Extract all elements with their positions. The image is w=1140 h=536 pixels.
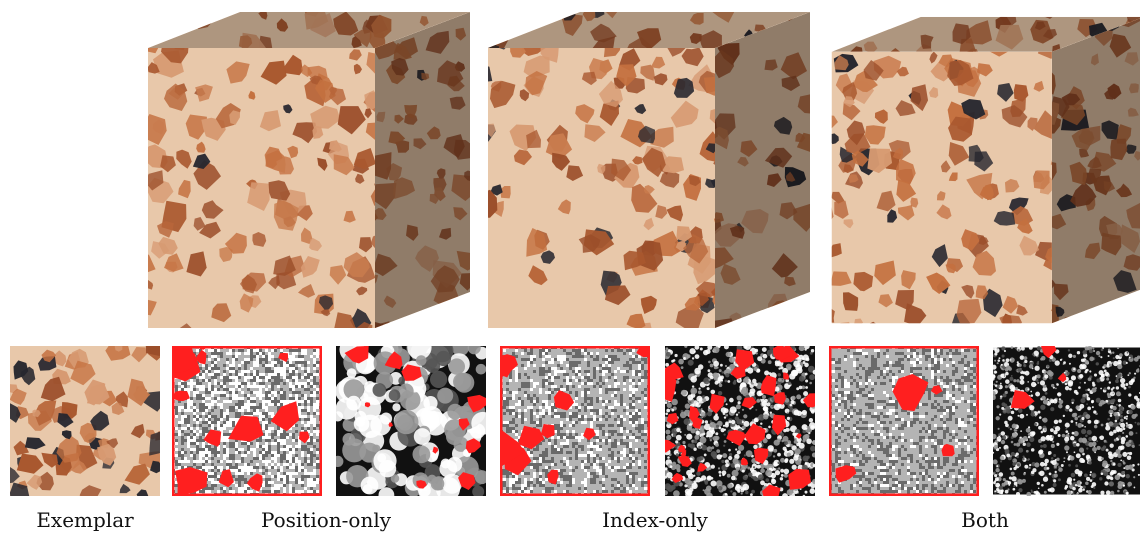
position-only-error-map [336, 346, 486, 496]
caption-both: Both [961, 508, 1009, 532]
both-error-map [993, 346, 1140, 496]
caption-exemplar: Exemplar [36, 508, 134, 532]
caption-position-only: Position-only [260, 508, 392, 532]
index-only-map [500, 346, 650, 496]
exemplar-texture [10, 346, 160, 496]
position-only-map [172, 346, 322, 496]
cube-position-only [148, 12, 470, 328]
caption-index-only: Index-only [602, 508, 708, 532]
both-map [829, 346, 979, 496]
cube-both [831, 16, 1140, 324]
index-only-error-map [665, 346, 815, 496]
cube-index-only [488, 12, 810, 328]
